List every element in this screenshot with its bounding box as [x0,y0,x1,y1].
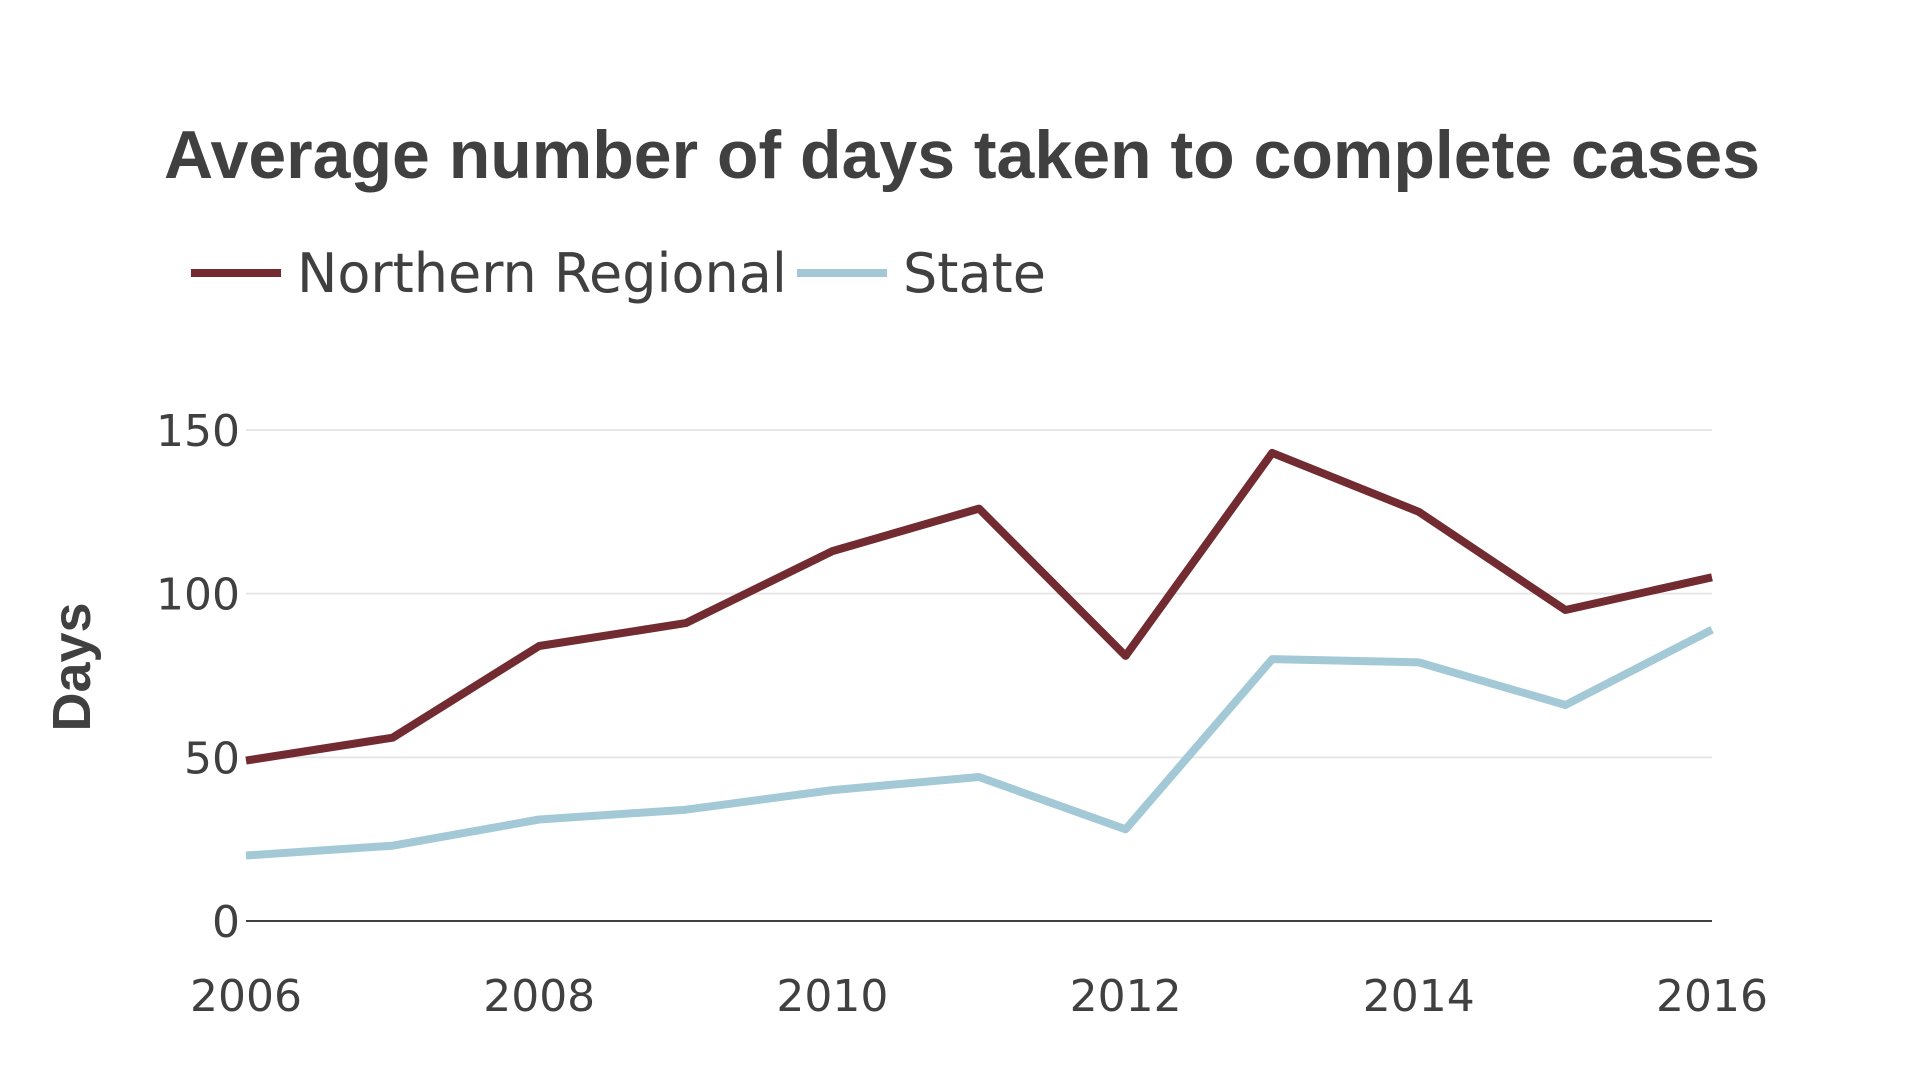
legend-label-northern-regional: Northern Regional [297,242,787,305]
y-axis-title: Days [42,602,102,731]
series-layer [245,448,1714,860]
y-tick-label: 150 [156,406,240,457]
y-tick-label: 0 [212,897,240,948]
legend: Northern Regional State [191,242,1046,305]
x-tick-label: 2012 [1070,971,1182,1022]
x-tick-label: 2014 [1363,971,1475,1022]
series-line-state [245,626,1714,860]
x-tick-label: 2006 [190,971,302,1022]
gridlines [246,429,1712,759]
series-line-northern-regional [245,448,1713,765]
x-axis-ticks: 2006 2008 2010 2012 2014 2016 [190,971,1768,1022]
y-tick-label: 50 [184,733,240,784]
x-tick-label: 2016 [1656,971,1768,1022]
chart-title: Average number of days taken to complete… [164,117,1760,193]
x-tick-label: 2008 [483,971,595,1022]
legend-label-state: State [903,242,1046,305]
y-axis-ticks: 0 50 100 150 [156,406,240,948]
x-tick-label: 2010 [776,971,888,1022]
y-tick-label: 100 [156,570,240,621]
